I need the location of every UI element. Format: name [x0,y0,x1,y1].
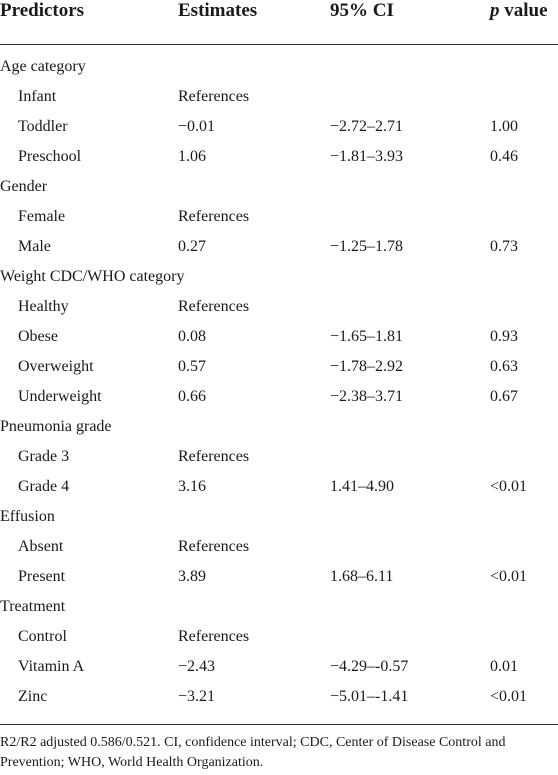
predictor-cell: Overweight [18,358,94,375]
predictor-cell: Effusion [0,508,55,525]
p-value-cell: 0.63 [490,358,518,375]
estimate-cell: −3.21 [178,688,216,705]
estimate-cell: −2.43 [178,658,216,675]
table-group-row: Treatment [0,592,558,622]
table-group-row: Gender [0,172,558,202]
ci-cell: −2.72–2.71 [330,118,404,135]
predictor-cell: Healthy [18,298,69,315]
estimate-cell: References [178,88,250,105]
ci-cell: −1.25–1.78 [330,238,404,255]
header-ci: 95% CI [330,0,394,21]
predictor-cell: Absent [18,538,64,555]
predictor-cell: Grade 4 [18,478,70,495]
predictor-cell: Treatment [0,598,66,615]
estimate-cell: 1.06 [178,148,206,165]
p-value-cell: <0.01 [490,688,528,705]
p-value-cell: 0.73 [490,238,518,255]
predictor-cell: Infant [18,88,57,105]
predictor-cell: Vitamin A [18,658,85,675]
estimate-cell: 3.16 [178,478,206,495]
table-row: Grade 3 References [0,442,558,472]
table-row: Control References [0,622,558,652]
table-row: Present 3.89 1.68–6.11 <0.01 [0,562,558,592]
estimate-cell: References [178,628,250,645]
table-row: Infant References [0,82,558,112]
header-estimates: Estimates [178,0,258,21]
table-row: Female References [0,202,558,232]
predictor-cell: Zinc [18,688,48,705]
p-value-cell: 0.93 [490,328,518,345]
table-row: Grade 4 3.16 1.41–4.90 <0.01 [0,472,558,502]
predictor-cell: Pneumonia grade [0,418,112,435]
estimate-cell: References [178,538,250,555]
estimate-cell: 0.66 [178,388,206,405]
table-group-row: Effusion [0,502,558,532]
predictor-cell: Underweight [18,388,102,405]
predictor-cell: Preschool [18,148,82,165]
table-row: Toddler −0.01 −2.72–2.71 1.00 [0,112,558,142]
estimate-cell: References [178,448,250,465]
predictor-cell: Male [18,238,51,255]
table-row: Absent References [0,532,558,562]
predictor-cell: Female [18,208,66,225]
estimate-cell: 0.08 [178,328,206,345]
ci-cell: 1.68–6.11 [330,568,394,585]
predictor-cell: Age category [0,58,86,75]
predictor-cell: Weight CDC/WHO category [0,268,185,285]
ci-cell: −1.78–2.92 [330,358,404,375]
header-p-word: value [499,0,548,21]
predictor-cell: Obese [18,328,58,345]
header-p-letter: p [490,0,500,21]
table-row: Vitamin A −2.43 −4.29–-0.57 0.01 [0,652,558,682]
table-row: Male 0.27 −1.25–1.78 0.73 [0,232,558,262]
p-value-cell: <0.01 [490,568,528,585]
table-group-row: Pneumonia grade [0,412,558,442]
p-value-cell: 1.00 [490,118,518,135]
p-value-cell: 0.01 [490,658,518,675]
table-group-row: Age category [0,52,558,82]
ci-cell: 1.41–4.90 [330,478,394,495]
ci-cell: −4.29–-0.57 [330,658,409,675]
table-row: Obese 0.08 −1.65–1.81 0.93 [0,322,558,352]
predictor-cell: Grade 3 [18,448,70,465]
p-value-cell: 0.46 [490,148,518,165]
table-row: Preschool 1.06 −1.81–3.93 0.46 [0,142,558,172]
estimate-cell: References [178,208,250,225]
estimate-cell: 3.89 [178,568,206,585]
estimate-cell: 0.27 [178,238,206,255]
header-predictors: Predictors [0,0,85,21]
predictor-cell: Control [18,628,67,645]
table-body: Age category Infant References Toddler −0.01… [0,52,558,712]
predictor-cell: Present [18,568,66,585]
predictor-cell: Gender [0,178,48,195]
estimate-cell: References [178,298,250,315]
table-row: Zinc −3.21 −5.01–-1.41 <0.01 [0,682,558,712]
table-row: Overweight 0.57 −1.78–2.92 0.63 [0,352,558,382]
table-header: Predictors Estimates 95% CI p value [0,0,558,45]
ci-cell: −1.65–1.81 [330,328,404,345]
estimate-cell: 0.57 [178,358,206,375]
ci-cell: −1.81–3.93 [330,148,404,165]
table-row: Healthy References [0,292,558,322]
table-row: Underweight 0.66 −2.38–3.71 0.67 [0,382,558,412]
header-p-value: p value [490,0,548,22]
p-value-cell: 0.67 [490,388,518,405]
ci-cell: −2.38–3.71 [330,388,404,405]
p-value-cell: <0.01 [490,478,528,495]
footer-rule [0,724,558,725]
estimate-cell: −0.01 [178,118,216,135]
ci-cell: −5.01–-1.41 [330,688,409,705]
table-group-row: Weight CDC/WHO category [0,262,558,292]
predictor-cell: Toddler [18,118,68,135]
table-footnote: R2/R2 adjusted 0.586/0.521. CI, confiden… [0,735,506,770]
